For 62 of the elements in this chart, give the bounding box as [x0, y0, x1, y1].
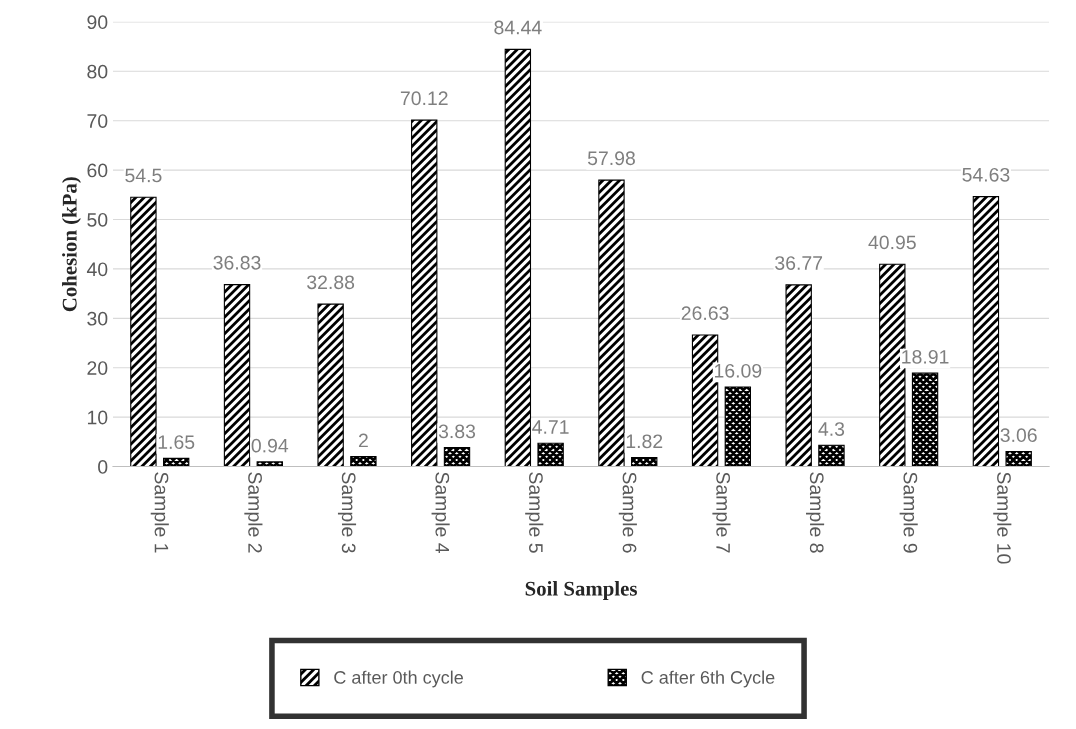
- bar: [972, 196, 1000, 467]
- legend-label: C after 6th Cycle: [641, 670, 775, 688]
- legend-label: C after 0th cycle: [334, 670, 463, 688]
- data-label: 3.83: [438, 424, 476, 439]
- data-label: 84.44: [494, 20, 542, 35]
- data-label: 32.88: [307, 275, 355, 290]
- x-tick-label: Sample 5: [525, 472, 544, 553]
- data-label: 54.63: [962, 167, 1010, 182]
- x-tick-label: Sample 8: [806, 472, 825, 553]
- data-label: 4.71: [532, 420, 569, 434]
- y-tick-label: 0: [98, 460, 108, 474]
- x-tick-label: Sample 10: [993, 472, 1012, 564]
- bar: [537, 442, 564, 467]
- x-tick-label: Sample 3: [337, 472, 357, 553]
- data-label: 40.95: [868, 235, 916, 250]
- y-tick-label: 70: [87, 114, 108, 128]
- bar: [598, 179, 625, 467]
- data-label: 18.91: [902, 349, 949, 364]
- data-label: 1.65: [158, 435, 195, 450]
- bar: [256, 461, 283, 467]
- y-tick-label: 80: [87, 64, 108, 79]
- bar: [317, 303, 344, 467]
- data-label: 36.77: [775, 256, 823, 270]
- bar: [911, 372, 939, 467]
- x-tick-label: Sample 7: [712, 472, 731, 553]
- x-tick-label: Sample 6: [618, 472, 637, 553]
- data-label: 1.82: [626, 434, 663, 449]
- data-label: 0.94: [251, 438, 289, 453]
- data-label: 26.63: [681, 306, 729, 321]
- x-tick-label: Sample 1: [150, 472, 169, 553]
- bar: [223, 284, 251, 467]
- x-tick-label: Sample 4: [431, 472, 450, 553]
- y-tick-label: 90: [87, 15, 108, 30]
- bar: [162, 457, 190, 467]
- bar: [785, 284, 812, 467]
- y-tick-label: 60: [87, 163, 108, 178]
- bar: [130, 196, 157, 467]
- x-tick-label: Sample 9: [899, 472, 918, 553]
- y-tick-label: 10: [87, 410, 108, 425]
- bar: [1005, 450, 1032, 467]
- bar: [818, 444, 845, 467]
- bar: [631, 457, 658, 467]
- data-label: 57.98: [587, 151, 635, 166]
- data-label: 2: [358, 433, 368, 448]
- y-tick-label: 20: [87, 361, 108, 375]
- bar: [504, 48, 532, 467]
- y-tick-label: 50: [87, 212, 108, 227]
- y-tick-label: 40: [86, 262, 108, 277]
- x-tick-label: Sample 2: [244, 472, 263, 553]
- data-label: 36.83: [213, 255, 261, 270]
- data-label: 16.09: [715, 363, 762, 378]
- bar: [724, 386, 752, 467]
- bar: [350, 456, 377, 467]
- y-axis-title: Cohesion (kPa): [62, 177, 81, 312]
- data-label: 4.3: [818, 422, 845, 436]
- bar: [411, 119, 438, 467]
- data-label: 70.12: [400, 91, 448, 106]
- y-tick-label: 30: [87, 311, 108, 326]
- data-label: 3.06: [1000, 428, 1037, 443]
- x-axis-title: Soil Samples: [525, 581, 637, 600]
- bar: [443, 447, 471, 467]
- data-label: 54.5: [125, 168, 162, 183]
